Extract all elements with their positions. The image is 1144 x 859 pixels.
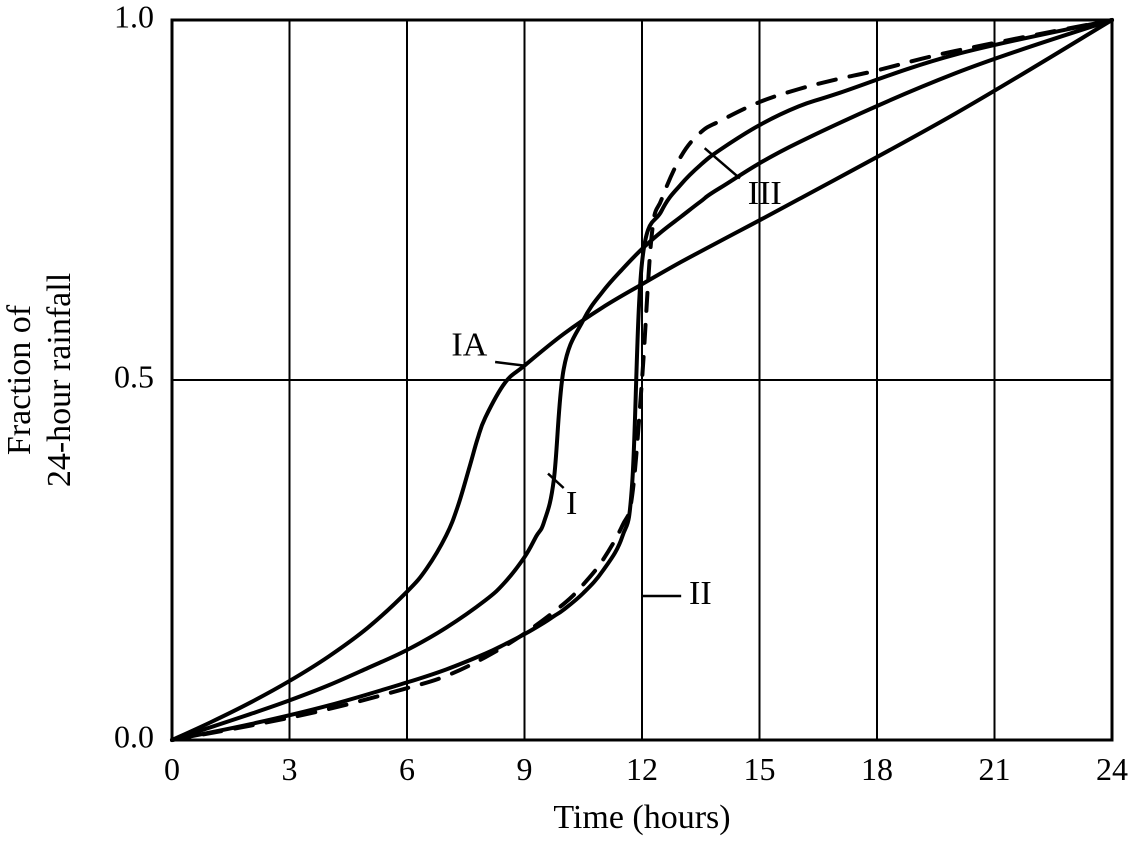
x-tick-label: 24 — [1096, 751, 1128, 787]
y-tick-label: 0.0 — [114, 718, 154, 754]
callout-label-IA: IA — [451, 326, 487, 363]
rainfall-chart: IAIIIIII036912151821240.00.51.0Time (hou… — [0, 0, 1144, 859]
y-tick-label: 1.0 — [114, 0, 154, 34]
svg-text:Fraction of: Fraction of — [1, 304, 38, 455]
x-tick-label: 0 — [164, 751, 180, 787]
x-tick-label: 18 — [861, 751, 893, 787]
x-tick-label: 21 — [979, 751, 1011, 787]
callout-label-III: III — [748, 175, 782, 212]
x-tick-label: 15 — [744, 751, 776, 787]
x-tick-label: 3 — [282, 751, 298, 787]
chart-svg: IAIIIIII036912151821240.00.51.0Time (hou… — [0, 0, 1144, 859]
x-tick-label: 12 — [626, 751, 658, 787]
y-tick-label: 0.5 — [114, 358, 154, 394]
x-tick-label: 6 — [399, 751, 415, 787]
svg-text:24-hour rainfall: 24-hour rainfall — [41, 273, 78, 487]
x-axis-title: Time (hours) — [553, 799, 730, 836]
x-tick-label: 9 — [517, 751, 533, 787]
callout-label-II: II — [689, 575, 712, 612]
callout-label-I: I — [566, 485, 577, 522]
